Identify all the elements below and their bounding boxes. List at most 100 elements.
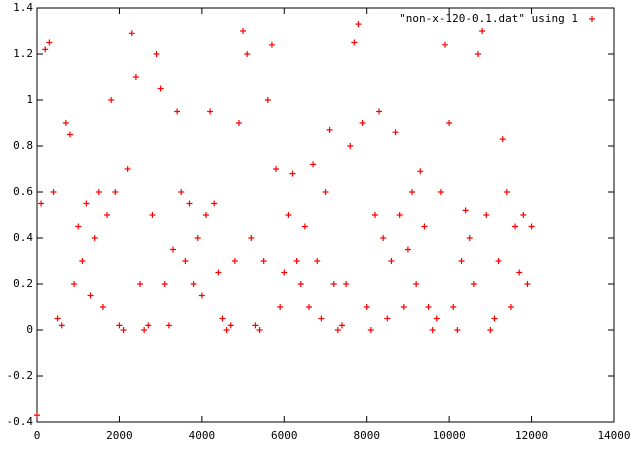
point — [483, 212, 490, 218]
point — [83, 200, 90, 207]
point — [248, 235, 255, 241]
y-tick-label: -0.4 — [7, 415, 34, 428]
point — [42, 46, 49, 53]
point — [442, 41, 449, 48]
point — [62, 120, 69, 126]
point — [351, 39, 358, 46]
legend-label: "non-x-120-0.1.dat" using 1 — [399, 12, 578, 25]
point — [174, 108, 181, 115]
y-tick-label: 0 — [26, 323, 33, 336]
point — [507, 304, 514, 310]
point — [334, 327, 341, 333]
point — [306, 304, 313, 310]
plot-frame — [36, 7, 615, 423]
point — [524, 281, 531, 287]
point — [165, 322, 172, 329]
legend-marker — [589, 16, 595, 22]
point — [499, 136, 506, 143]
point — [186, 200, 193, 207]
point — [268, 41, 275, 48]
point — [157, 85, 164, 92]
point — [376, 108, 383, 115]
x-tick-label: 6000 — [271, 429, 298, 442]
point — [235, 120, 242, 126]
point — [240, 28, 247, 34]
point — [104, 212, 111, 218]
point — [141, 327, 148, 333]
point — [301, 223, 308, 230]
x-tick-label: 10000 — [433, 429, 466, 442]
point — [400, 304, 407, 310]
point — [211, 200, 218, 207]
point — [516, 269, 523, 276]
y-tick-label: 1.2 — [13, 47, 33, 60]
point — [91, 235, 98, 241]
point — [425, 304, 432, 310]
point — [161, 281, 168, 287]
point — [277, 304, 284, 310]
point — [95, 189, 102, 195]
point — [215, 269, 222, 276]
point — [38, 200, 45, 207]
point — [384, 315, 391, 322]
point — [495, 258, 502, 264]
point — [79, 258, 86, 264]
point — [54, 315, 61, 322]
x-tick-label: 14000 — [597, 429, 630, 442]
y-tick-label: 0.2 — [13, 277, 33, 290]
point — [256, 327, 263, 333]
point — [491, 315, 498, 322]
point — [363, 304, 370, 310]
point — [207, 108, 214, 115]
y-tick-label: 0.8 — [13, 139, 33, 152]
point — [66, 131, 73, 138]
point — [198, 292, 205, 299]
point — [227, 322, 234, 329]
point — [314, 258, 321, 264]
point — [178, 189, 185, 195]
point — [388, 258, 395, 264]
point — [116, 322, 123, 329]
point — [520, 212, 527, 218]
point — [194, 235, 201, 241]
point — [462, 207, 469, 214]
point — [153, 51, 160, 57]
point — [322, 189, 329, 195]
x-tick-label: 2000 — [106, 429, 133, 442]
point — [347, 143, 354, 149]
point — [99, 304, 106, 310]
point — [359, 120, 366, 126]
point — [273, 166, 280, 172]
point — [503, 189, 510, 195]
point — [371, 212, 378, 218]
point — [433, 315, 440, 322]
point — [421, 223, 428, 230]
point — [132, 74, 139, 80]
point — [355, 21, 362, 28]
point — [87, 292, 94, 299]
point — [450, 304, 457, 310]
point — [58, 322, 65, 329]
point — [466, 235, 473, 241]
point — [429, 327, 436, 333]
point — [289, 170, 296, 177]
point — [404, 246, 411, 253]
point — [479, 28, 486, 34]
x-tick-label: 8000 — [353, 429, 380, 442]
point — [318, 315, 325, 322]
point — [190, 281, 197, 287]
point — [528, 223, 535, 230]
point — [145, 322, 152, 329]
point — [413, 281, 420, 287]
point — [182, 258, 189, 264]
point — [223, 327, 230, 333]
y-tick-label: 1.4 — [13, 1, 33, 14]
x-tick-label: 4000 — [189, 429, 216, 442]
point — [219, 315, 226, 322]
point — [338, 322, 345, 329]
point — [34, 412, 40, 419]
point — [252, 322, 259, 329]
point — [487, 327, 494, 333]
point — [470, 281, 477, 287]
x-tick-label: 12000 — [515, 429, 548, 442]
